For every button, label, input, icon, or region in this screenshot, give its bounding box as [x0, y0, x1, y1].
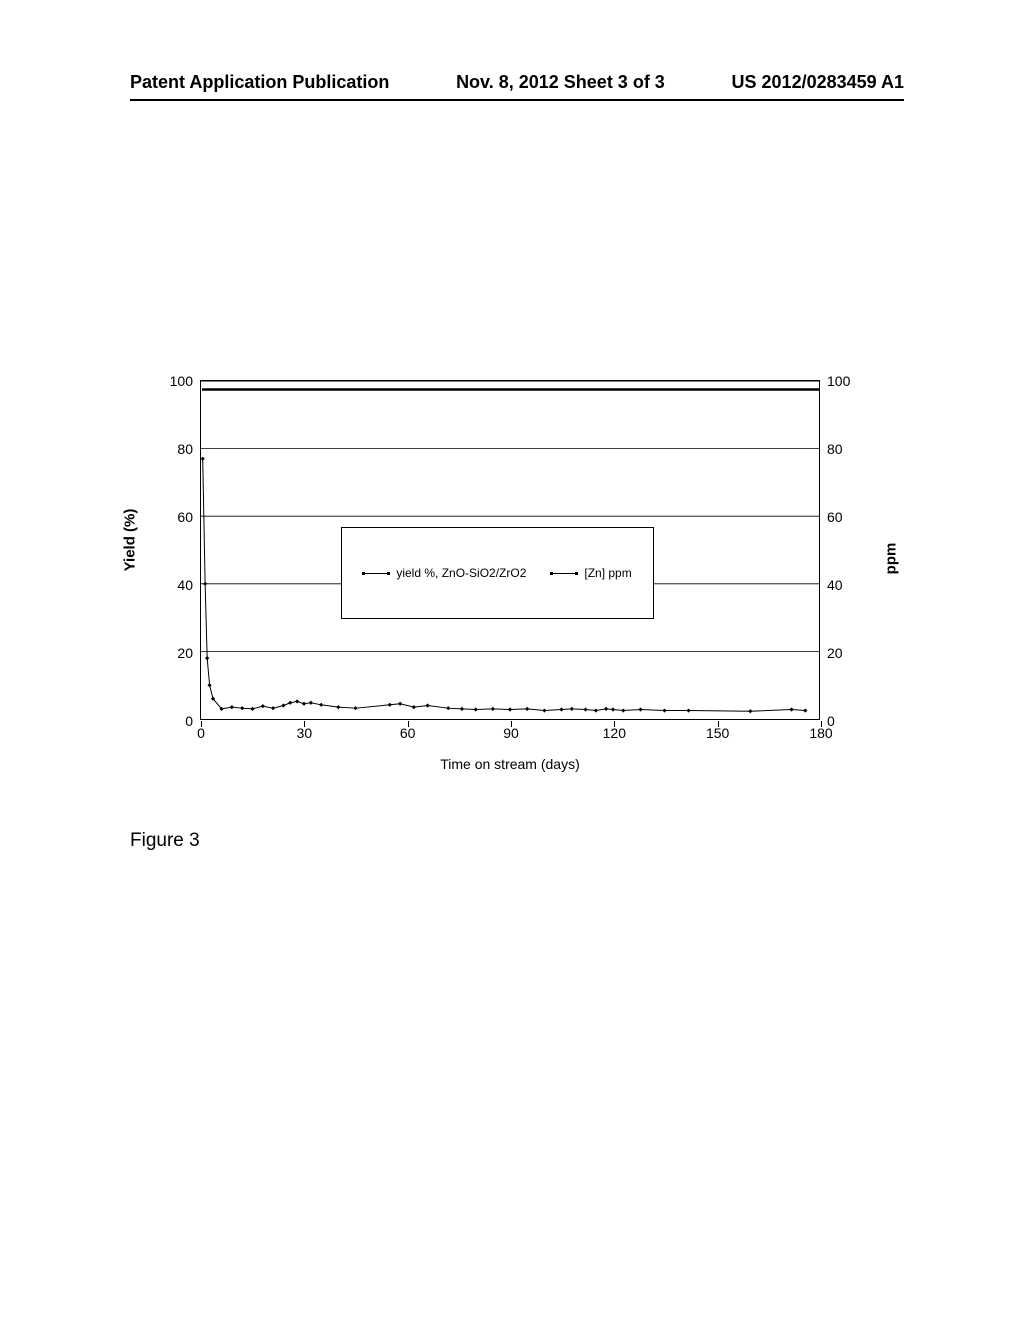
header-text-row: Patent Application Publication Nov. 8, 2…	[130, 72, 904, 93]
header-divider	[130, 99, 904, 101]
x-tick-label: 180	[809, 725, 832, 741]
legend-label: yield %, ZnO-SiO2/ZrO2	[396, 566, 526, 580]
y-tick-left: 20	[153, 645, 193, 661]
legend-item: [Zn] ppm	[550, 566, 631, 580]
y-tick-left: 80	[153, 441, 193, 457]
x-tick-label: 90	[503, 725, 519, 741]
y-axis-label-right: ppm	[882, 543, 899, 575]
y-tick-right: 80	[827, 441, 867, 457]
x-tick-label: 150	[706, 725, 729, 741]
y-tick-right: 20	[827, 645, 867, 661]
y-tick-right: 40	[827, 577, 867, 593]
x-tick-label: 30	[297, 725, 313, 741]
chart-legend: yield %, ZnO-SiO2/ZrO2 [Zn] ppm	[341, 527, 654, 619]
plot-area: yield %, ZnO-SiO2/ZrO2[Zn] ppm 002020404…	[200, 380, 820, 720]
legend-line-icon	[550, 573, 578, 574]
header-left: Patent Application Publication	[130, 72, 389, 93]
legend-line-icon	[362, 573, 390, 574]
y-tick-left: 60	[153, 509, 193, 525]
y-tick-left: 0	[153, 713, 193, 729]
x-tick-label: 0	[197, 725, 205, 741]
x-tick-label: 120	[603, 725, 626, 741]
y-tick-right: 60	[827, 509, 867, 525]
chart-container: Yield (%) ppm yield %, ZnO-SiO2/ZrO2[Zn]…	[130, 380, 890, 720]
x-axis-label: Time on stream (days)	[200, 756, 820, 772]
figure-caption: Figure 3	[130, 830, 200, 852]
page-header: Patent Application Publication Nov. 8, 2…	[0, 72, 1024, 101]
y-axis-label-left: Yield (%)	[122, 509, 139, 572]
x-tick-label: 60	[400, 725, 416, 741]
header-center: Nov. 8, 2012 Sheet 3 of 3	[456, 72, 665, 93]
legend-label: [Zn] ppm	[584, 566, 631, 580]
header-right: US 2012/0283459 A1	[732, 72, 904, 93]
y-tick-left: 40	[153, 577, 193, 593]
y-tick-right: 0	[827, 713, 867, 729]
legend-item: yield %, ZnO-SiO2/ZrO2	[362, 566, 526, 580]
y-tick-left: 100	[153, 373, 193, 389]
y-tick-right: 100	[827, 373, 867, 389]
